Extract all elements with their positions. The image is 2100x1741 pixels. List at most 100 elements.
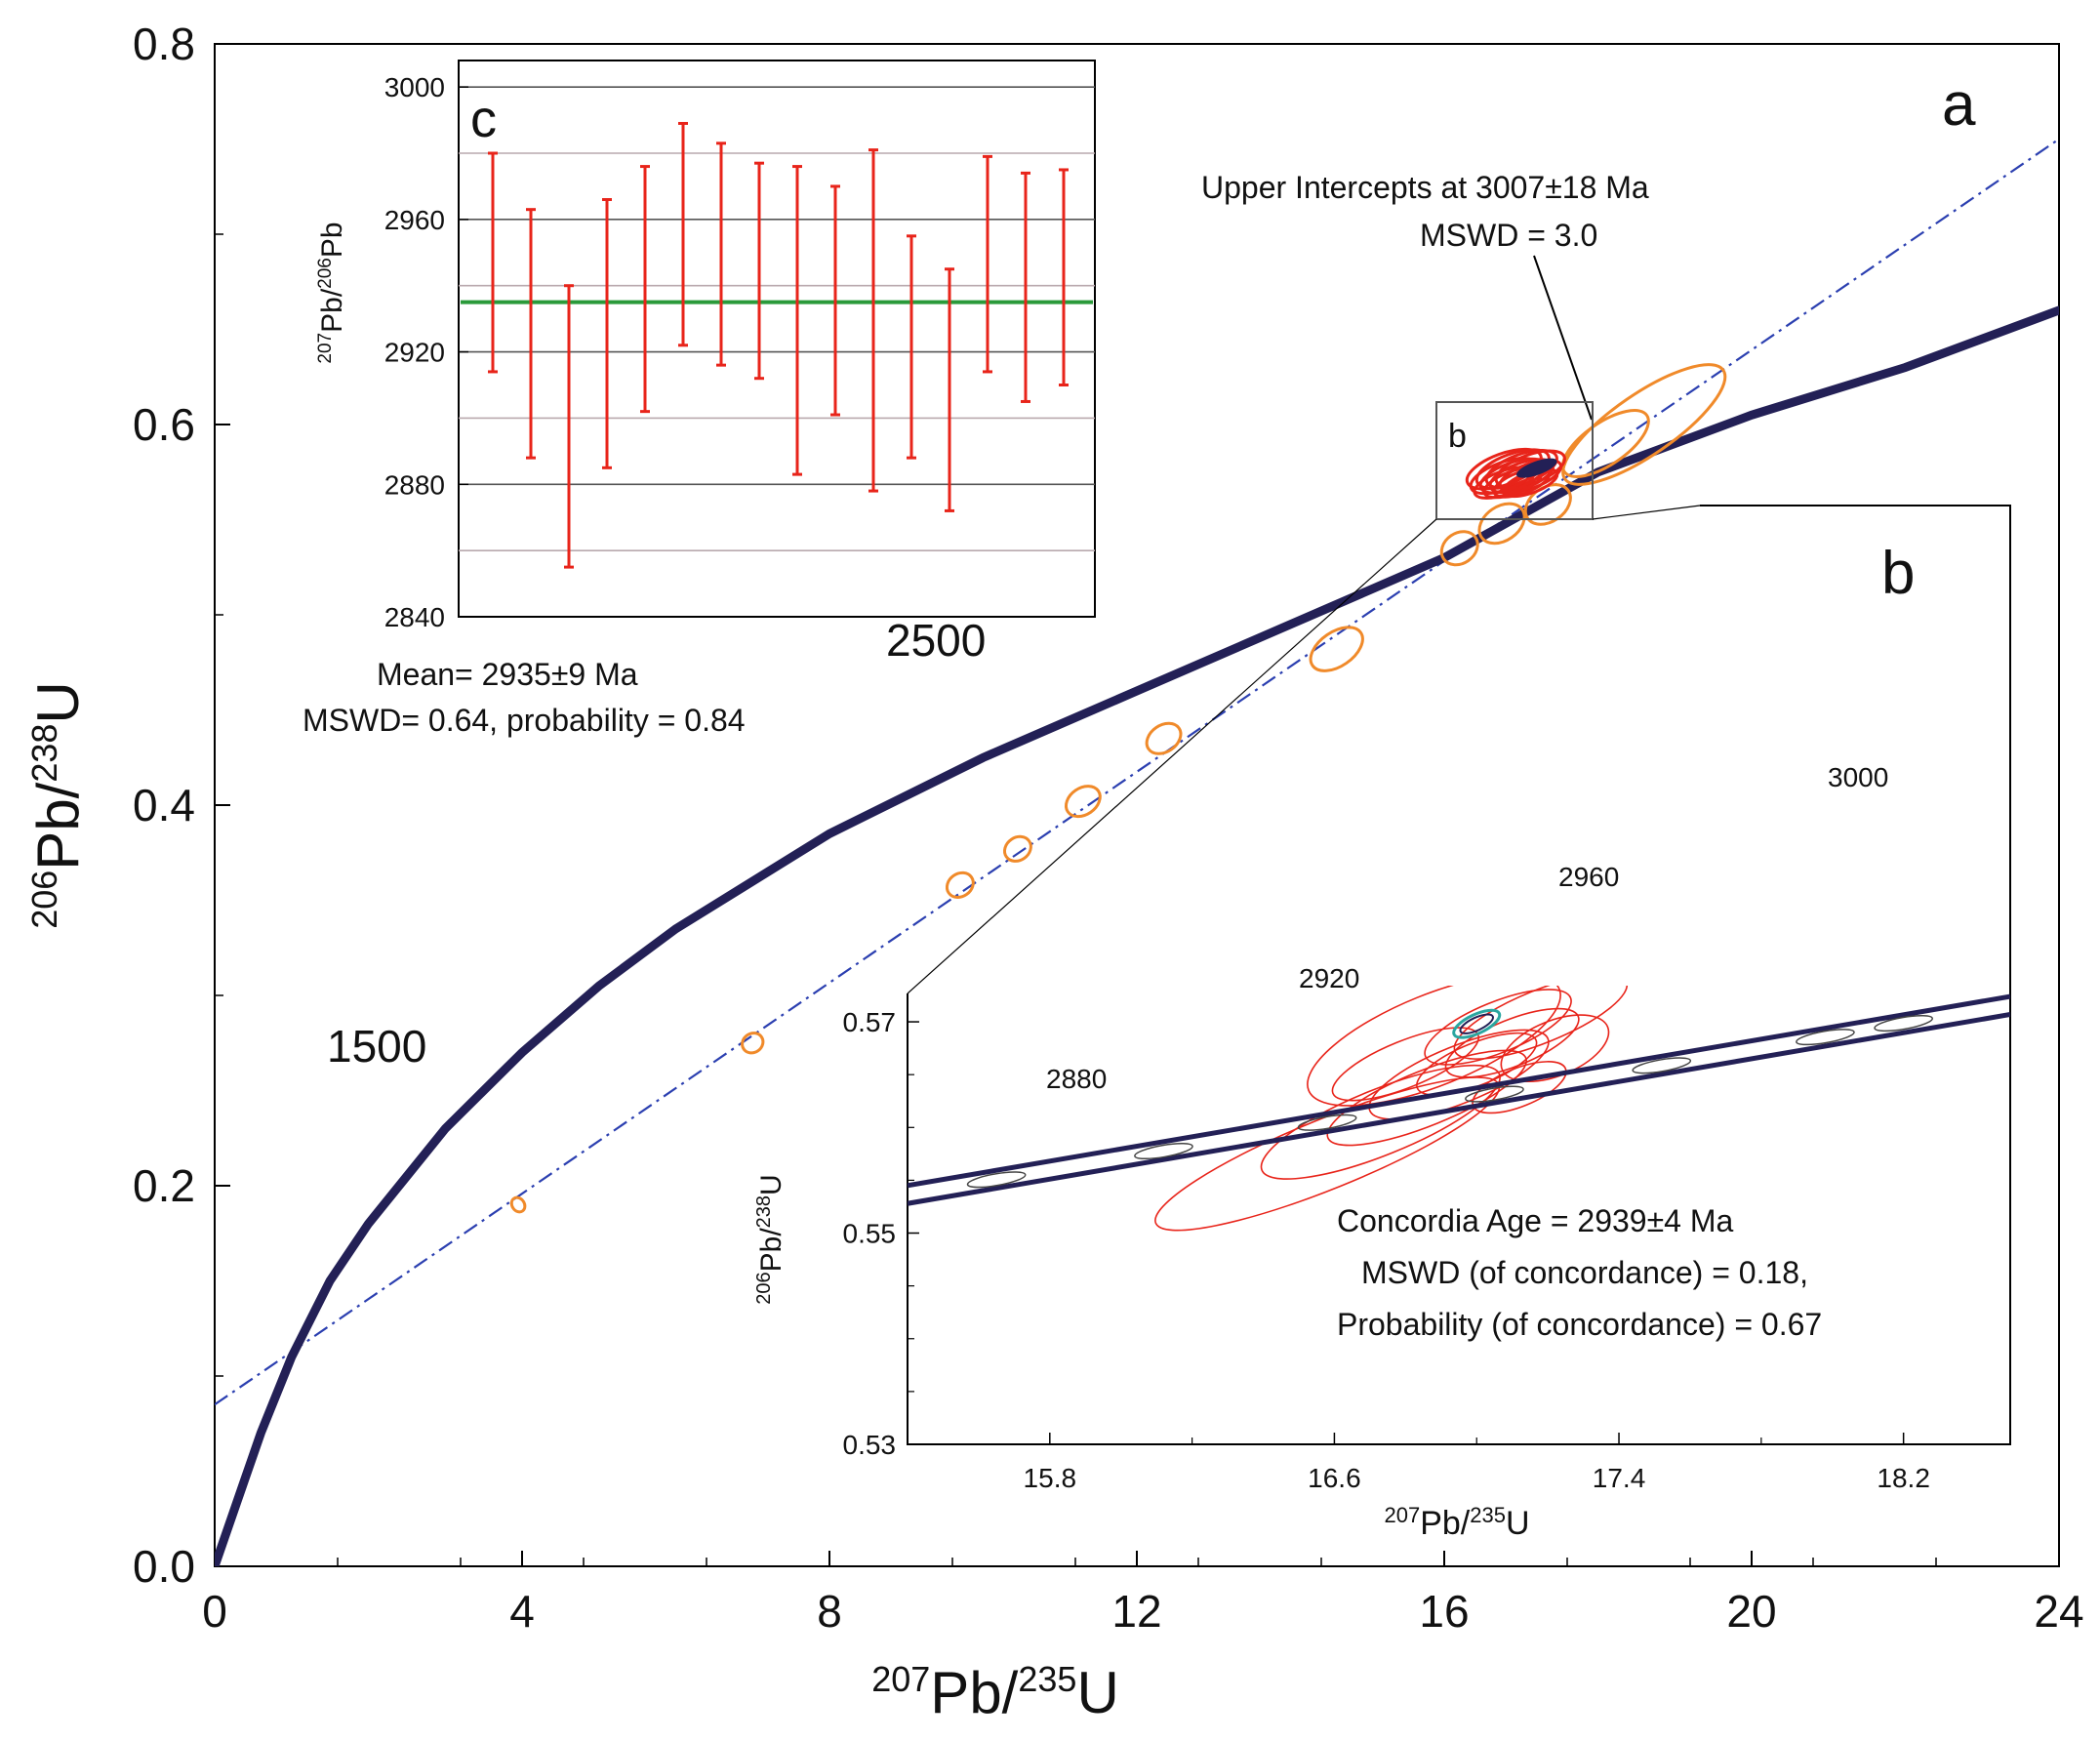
zoom-box xyxy=(1435,401,1594,520)
inset-y-tick-label: 0.57 xyxy=(843,1007,897,1037)
inset-frame xyxy=(907,505,2011,1445)
inset-y-tick-label: 0.55 xyxy=(843,1219,897,1249)
analysis-ellipse xyxy=(1424,989,1572,1066)
analysis-ellipse xyxy=(945,870,975,899)
analysis-ellipse xyxy=(1309,626,1364,672)
panel-b-label: b xyxy=(1881,540,1915,607)
analysis-ellipse xyxy=(1561,363,1727,486)
error-bar xyxy=(868,148,878,493)
error-bar xyxy=(907,234,916,460)
concordia-age-annotation: Concordia Age = 2939±4 Ma xyxy=(1337,1203,1733,1238)
panel-c-frame xyxy=(458,60,1096,618)
y-tick-label: 0.8 xyxy=(133,19,195,69)
x-tick-label: 12 xyxy=(1111,1586,1161,1637)
panel-a: 0 4 8 12 16 20 24 0.0 0.2 0.4 0.6 0.8 a 1500 2500 U… xyxy=(24,19,2084,1725)
inset-y-axis-title: 206Pb/238U xyxy=(753,1174,788,1304)
y-tick-label: 0.4 xyxy=(133,780,195,830)
age-label-2880: 2880 xyxy=(1046,1064,1107,1094)
error-bar xyxy=(526,208,536,460)
zoom-box-label: b xyxy=(1448,418,1467,455)
analysis-ellipse xyxy=(1416,1032,1538,1096)
analysis-ellipse xyxy=(1307,986,1561,1107)
panel-c-inset: 2840 2880 2920 2960 3000 c 207Pb/206Pb Mean=… xyxy=(303,60,1096,738)
panel-c-y-axis-title: 207Pb/206Pb xyxy=(315,222,348,363)
error-bar xyxy=(792,165,802,476)
error-bar xyxy=(945,267,954,512)
inset-x-tick-label: 16.6 xyxy=(1308,1463,1361,1493)
panel-a-label: a xyxy=(1942,71,1976,139)
annotation-leader-line xyxy=(1533,255,1593,421)
weighted-mean-annotation: Mean= 2935±9 Ma xyxy=(377,657,638,692)
concordia-band-upper xyxy=(908,993,2010,1189)
analysis-ellipse xyxy=(1064,785,1102,819)
error-bar xyxy=(564,284,574,569)
concordia-age-ellipse xyxy=(1452,1008,1502,1039)
concordia-mswd-annotation: MSWD (of concordance) = 0.18, xyxy=(1361,1255,1808,1290)
age-label-2960: 2960 xyxy=(1558,862,1619,892)
age-marker-ellipse xyxy=(1796,1029,1855,1046)
x-tick-label: 20 xyxy=(1726,1586,1776,1637)
concordia-age-ellipses xyxy=(966,1015,1933,1189)
error-bar xyxy=(640,165,650,414)
age-label-2920: 2920 xyxy=(1299,963,1359,993)
x-tick-label: 24 xyxy=(2034,1586,2083,1637)
x-tick-label: 0 xyxy=(202,1586,227,1637)
concordia-probability-annotation: Probability (of concordance) = 0.67 xyxy=(1337,1307,1822,1342)
inset-x-tick-label: 17.4 xyxy=(1593,1463,1646,1493)
panel-c-y-tick-label: 2920 xyxy=(384,338,445,368)
age-marker-ellipse xyxy=(1297,1113,1357,1131)
panel-c-y-tick-label: 3000 xyxy=(384,72,445,102)
discordia-line xyxy=(215,138,2059,1406)
y-tick-label: 0.0 xyxy=(133,1541,195,1592)
analysis-ellipse xyxy=(1260,1064,1501,1180)
panel-a-axes: 0 4 8 12 16 20 24 0.0 0.2 0.4 0.6 0.8 xyxy=(133,19,2084,1637)
upper-intercept-annotation: Upper Intercepts at 3007±18 Ma xyxy=(1201,170,1649,205)
age-error-bars xyxy=(488,121,1069,569)
age-marker-ellipse xyxy=(1134,1142,1193,1160)
x-axis-title: 207Pb/235U xyxy=(871,1659,1119,1725)
inset-x-tick-label: 15.8 xyxy=(1024,1463,1077,1493)
x-tick-label: 16 xyxy=(1419,1586,1469,1637)
x-tick-label: 8 xyxy=(817,1586,842,1637)
panel-c-y-tick-label: 2840 xyxy=(384,602,445,632)
y-tick-label: 0.6 xyxy=(133,399,195,450)
analysis-ellipse xyxy=(741,1032,765,1055)
analysis-ellipse xyxy=(1477,502,1526,546)
error-bar xyxy=(830,184,840,417)
concordia-age-ellipse xyxy=(1452,1008,1502,1039)
panel-c-y-tick-label: 2960 xyxy=(384,205,445,235)
age-marker-ellipse xyxy=(1874,1015,1933,1032)
zoom-connector-line xyxy=(1592,505,1701,520)
x-tick-label: 4 xyxy=(509,1586,535,1637)
error-bar xyxy=(1059,168,1069,386)
analysis-ellipse xyxy=(1439,530,1479,567)
error-bar xyxy=(602,198,612,469)
panel-b-inset: 15.8 16.6 17.4 18.2 0.53 0.55 0.57 2880 2920 2… xyxy=(753,505,2011,1542)
weighted-mean-mswd: MSWD= 0.64, probability = 0.84 xyxy=(303,703,746,738)
error-bar xyxy=(983,154,992,374)
age-marker-ellipse xyxy=(1465,1085,1524,1103)
y-axis-title: 206Pb/238U xyxy=(24,681,91,929)
panel-b-axes: 15.8 16.6 17.4 18.2 0.53 0.55 0.57 xyxy=(843,1007,1930,1493)
panel-c-y-tick-label: 2880 xyxy=(384,469,445,500)
concordia-age-labels: 2880 2920 2960 3000 xyxy=(1046,762,1888,1094)
error-bar xyxy=(754,161,764,381)
error-bar xyxy=(488,151,498,374)
analysis-ellipse xyxy=(1003,834,1032,863)
panel-c-axes: 2840 2880 2920 2960 3000 xyxy=(384,72,468,632)
analysis-ellipse xyxy=(1560,409,1650,478)
panel-c-label: c xyxy=(470,90,497,148)
error-bar xyxy=(716,142,726,367)
upper-intercept-mswd: MSWD = 3.0 xyxy=(1420,218,1597,253)
red-ellipse-cluster xyxy=(1465,447,1566,500)
concordia-band-lower xyxy=(908,1012,2010,1206)
analysis-ellipse xyxy=(509,1195,527,1214)
inset-y-tick-label: 0.53 xyxy=(843,1430,897,1460)
age-label-3000: 3000 xyxy=(1828,762,1888,792)
analysis-ellipse xyxy=(1145,721,1183,755)
error-bar xyxy=(678,121,688,347)
inset-background xyxy=(908,506,2010,1444)
age-marker-ellipse xyxy=(966,1171,1027,1189)
